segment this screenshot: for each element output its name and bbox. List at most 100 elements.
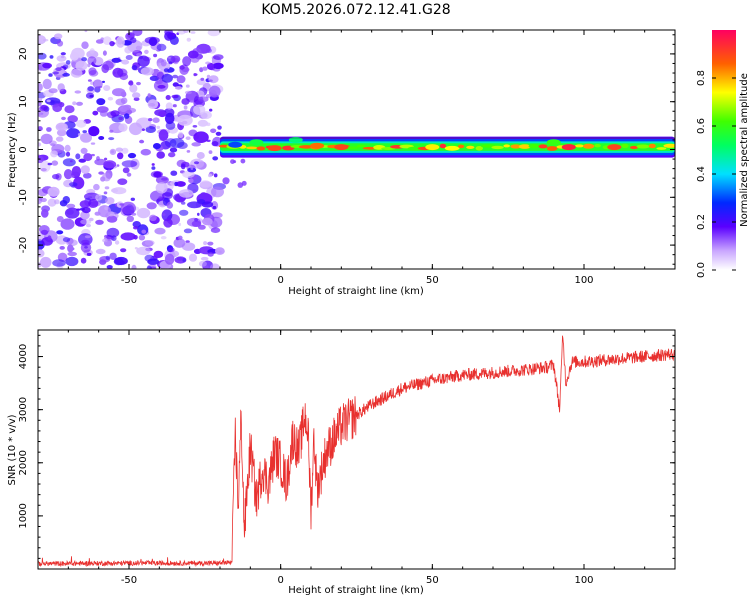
noise-blob	[148, 37, 158, 46]
noise-blob	[181, 242, 196, 251]
noise-blob	[181, 120, 188, 125]
noise-blob	[64, 207, 80, 219]
noise-blob	[66, 203, 76, 209]
spectrogram-panel: -50 0 50 100 -20 -10 0 10 20 Height of straight …	[7, 29, 676, 297]
x-tick-label: -50	[121, 275, 137, 286]
noise-blob	[49, 55, 54, 59]
noise-blob	[55, 122, 68, 132]
noise-blob	[38, 225, 50, 234]
figure-title: KOM5.2026.072.12.41.G28	[261, 2, 450, 18]
spectrogram-ylabel: Frequency (Hz)	[7, 112, 18, 188]
noise-blob	[120, 248, 127, 253]
band-core	[574, 144, 585, 148]
snr-line	[38, 335, 675, 568]
noise-blob	[106, 265, 113, 269]
noise-blob	[103, 160, 117, 169]
band-core	[245, 146, 258, 150]
noise-blob	[185, 84, 190, 88]
noise-blob	[118, 116, 123, 121]
noise-blob	[41, 209, 49, 218]
noise-blob	[240, 158, 246, 164]
noise-blob	[188, 253, 198, 262]
noise-blob	[199, 67, 204, 73]
noise-blob	[164, 112, 175, 125]
colorbar: 0.0 0.2 0.4 0.6 0.8 Normalized spectral ampl…	[696, 30, 750, 278]
noise-blob	[186, 37, 191, 42]
band-core	[621, 143, 629, 149]
noise-blob	[117, 178, 128, 185]
noise-blob	[197, 119, 209, 127]
noise-blob	[188, 178, 194, 184]
band-core	[444, 145, 460, 151]
noise-blob	[75, 60, 88, 71]
snr-frame	[37, 329, 676, 570]
noise-blob	[175, 181, 186, 187]
noise-blob	[54, 33, 63, 40]
noise-blob	[47, 198, 57, 207]
noise-blob	[56, 216, 64, 223]
noise-blob	[134, 247, 138, 250]
noise-blob	[76, 208, 81, 211]
noise-blob	[139, 139, 145, 144]
noise-blob	[106, 227, 120, 238]
x-tick-label: -50	[121, 575, 137, 586]
band-core	[594, 144, 601, 148]
colorbar-label: Normalized spectral amplitude	[739, 73, 750, 227]
noise-blob	[48, 73, 53, 77]
band-feature	[334, 144, 349, 151]
noise-blob	[102, 238, 108, 243]
band-core	[256, 146, 266, 151]
noise-blob	[154, 227, 166, 235]
noise-blob	[136, 117, 152, 129]
y-tick-label: -10	[18, 189, 29, 205]
noise-blob	[42, 78, 52, 90]
band-feature	[425, 144, 440, 151]
noise-blob	[179, 209, 189, 216]
noise-blob	[212, 205, 217, 210]
noise-blob	[70, 175, 75, 178]
noise-blob	[198, 260, 207, 267]
noise-blob	[111, 150, 114, 154]
noise-blob	[156, 151, 165, 159]
noise-blob	[133, 235, 138, 240]
noise-blob	[47, 186, 60, 197]
noise-blob	[193, 73, 197, 77]
noise-blob	[71, 166, 82, 177]
noise-blob	[198, 96, 209, 103]
noise-blob	[119, 203, 125, 206]
noise-blob	[175, 86, 183, 90]
noise-blob	[81, 57, 87, 62]
noise-blob	[183, 228, 193, 234]
noise-blob	[136, 53, 142, 57]
noise-blob	[169, 147, 178, 153]
noise-blob	[141, 229, 147, 234]
noise-blob	[38, 83, 43, 92]
noise-blob	[123, 104, 132, 111]
noise-blob	[140, 148, 151, 156]
noise-blob	[61, 116, 66, 121]
noise-blob	[149, 214, 157, 221]
noise-blob	[168, 61, 173, 65]
snr-background	[38, 330, 675, 569]
noise-blob	[110, 110, 120, 117]
noise-blob	[64, 144, 71, 152]
spectrogram-xlabel: Height of straight line (km)	[288, 286, 424, 297]
noise-blob	[65, 256, 79, 267]
noise-blob	[81, 41, 89, 49]
y-tick-label: 0	[18, 146, 29, 152]
band-core	[648, 143, 656, 149]
x-tick-label: 100	[574, 575, 593, 586]
noise-blob	[91, 153, 95, 157]
noise-blob	[93, 183, 100, 191]
noise-blob	[64, 105, 75, 114]
noise-blob	[132, 92, 141, 99]
noise-blob	[120, 232, 136, 241]
noise-blob	[155, 182, 168, 194]
noise-blob	[72, 101, 77, 106]
noise-blob	[38, 249, 45, 258]
noise-blob	[163, 218, 173, 228]
noise-blob	[63, 169, 73, 180]
noise-blob	[38, 52, 47, 60]
noise-blob	[153, 79, 169, 92]
noise-blob	[168, 152, 176, 158]
